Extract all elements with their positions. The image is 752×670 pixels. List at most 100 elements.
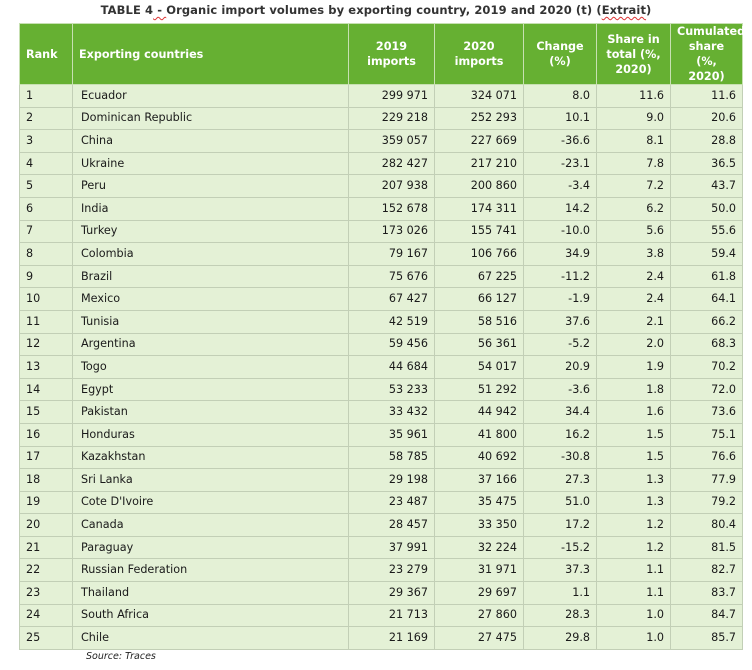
cell-change: 37.3 (523, 558, 597, 583)
cell-share: 1.1 (596, 558, 671, 583)
cell-rank: 1 (19, 84, 73, 108)
cell-change: 8.0 (523, 84, 597, 108)
cell-rank: 16 (19, 422, 73, 447)
cell-country: Dominican Republic (72, 106, 349, 131)
cell-2019-imports: 23 279 (348, 558, 435, 583)
cell-cumulated: 75.1 (670, 422, 743, 447)
cell-2020-imports: 44 942 (434, 400, 524, 424)
table-row: 19 Cote D'Ivoire 23 487 35 475 51.0 1.3 79.2 (19, 490, 743, 515)
cell-country: Honduras (72, 422, 349, 447)
cell-share: 2.1 (596, 309, 671, 334)
cell-2019-imports: 21 169 (348, 626, 435, 650)
cell-2019-imports: 173 026 (348, 219, 435, 244)
cell-cumulated: 83.7 (670, 581, 743, 605)
cell-cumulated: 50.0 (670, 196, 743, 221)
cell-change: 37.6 (523, 309, 597, 334)
cell-rank: 20 (19, 513, 73, 537)
cell-share: 6.2 (596, 196, 671, 221)
cell-change: -5.2 (523, 332, 597, 357)
table-row: 17 Kazakhstan 58 785 40 692 -30.8 1.5 76.6 (19, 445, 743, 470)
cell-change: 34.4 (523, 400, 597, 424)
cell-rank: 8 (19, 242, 73, 266)
cell-change: 14.2 (523, 196, 597, 221)
cell-2020-imports: 41 800 (434, 422, 524, 447)
cell-change: 17.2 (523, 513, 597, 537)
cell-2019-imports: 44 684 (348, 355, 435, 379)
cell-2020-imports: 106 766 (434, 242, 524, 266)
cell-share: 1.0 (596, 626, 671, 650)
table-row: 10 Mexico 67 427 66 127 -1.9 2.4 64.1 (19, 287, 743, 311)
cell-country: Canada (72, 513, 349, 537)
caption-dash: - (153, 3, 167, 17)
table-row: 16 Honduras 35 961 41 800 16.2 1.5 75.1 (19, 422, 743, 447)
cell-change: -15.2 (523, 535, 597, 560)
cell-2020-imports: 32 224 (434, 535, 524, 560)
cell-cumulated: 76.6 (670, 445, 743, 470)
cell-2020-imports: 27 475 (434, 626, 524, 650)
cell-2020-imports: 155 741 (434, 219, 524, 244)
cell-2019-imports: 42 519 (348, 309, 435, 334)
cell-2020-imports: 35 475 (434, 490, 524, 515)
cell-rank: 23 (19, 581, 73, 605)
cell-2019-imports: 33 432 (348, 400, 435, 424)
cell-cumulated: 55.6 (670, 219, 743, 244)
table-row: 2 Dominican Republic 229 218 252 293 10.1 9.0… (19, 106, 743, 131)
cell-2019-imports: 28 457 (348, 513, 435, 537)
table-row: 3 China 359 057 227 669 -36.6 8.1 28.8 (19, 129, 743, 153)
cell-rank: 2 (19, 106, 73, 131)
table-row: 13 Togo 44 684 54 017 20.9 1.9 70.2 (19, 355, 743, 379)
cell-change: 16.2 (523, 422, 597, 447)
table-row: 20 Canada 28 457 33 350 17.2 1.2 80.4 (19, 513, 743, 537)
cell-cumulated: 28.8 (670, 129, 743, 153)
cell-change: -30.8 (523, 445, 597, 470)
cell-2019-imports: 58 785 (348, 445, 435, 470)
cell-2019-imports: 359 057 (348, 129, 435, 153)
import-volumes-table: Rank Exporting countries 2019 imports 202… (19, 23, 745, 650)
cell-2020-imports: 29 697 (434, 581, 524, 605)
header-rank: Rank (19, 23, 73, 85)
cell-cumulated: 84.7 (670, 603, 743, 628)
cell-rank: 17 (19, 445, 73, 470)
cell-country: Kazakhstan (72, 445, 349, 470)
cell-2019-imports: 37 991 (348, 535, 435, 560)
cell-country: Mexico (72, 287, 349, 311)
cell-cumulated: 43.7 (670, 174, 743, 198)
cell-2020-imports: 217 210 (434, 151, 524, 176)
table-row: 4 Ukraine 282 427 217 210 -23.1 7.8 36.5 (19, 151, 743, 176)
table-row: 1 Ecuador 299 971 324 071 8.0 11.6 11.6 (19, 84, 743, 108)
table-row: 6 India 152 678 174 311 14.2 6.2 50.0 (19, 196, 743, 221)
cell-2019-imports: 79 167 (348, 242, 435, 266)
table-container: Rank Exporting countries 2019 imports 202… (19, 23, 745, 650)
cell-2019-imports: 67 427 (348, 287, 435, 311)
cell-cumulated: 61.8 (670, 264, 743, 289)
cell-rank: 24 (19, 603, 73, 628)
cell-share: 1.2 (596, 513, 671, 537)
cell-cumulated: 59.4 (670, 242, 743, 266)
cell-rank: 10 (19, 287, 73, 311)
cell-country: India (72, 196, 349, 221)
cell-2019-imports: 29 367 (348, 581, 435, 605)
cell-2019-imports: 23 487 (348, 490, 435, 515)
cell-share: 9.0 (596, 106, 671, 131)
cell-cumulated: 72.0 (670, 377, 743, 402)
cell-cumulated: 85.7 (670, 626, 743, 650)
header-2019-imports: 2019 imports (348, 23, 435, 85)
table-row: 9 Brazil 75 676 67 225 -11.2 2.4 61.8 (19, 264, 743, 289)
table-row: 5 Peru 207 938 200 860 -3.4 7.2 43.7 (19, 174, 743, 198)
cell-country: Peru (72, 174, 349, 198)
cell-share: 1.5 (596, 422, 671, 447)
cell-change: 10.1 (523, 106, 597, 131)
table-caption: TABLE 4 - Organic import volumes by expo… (0, 3, 752, 17)
cell-country: Thailand (72, 581, 349, 605)
cell-2019-imports: 29 198 (348, 468, 435, 492)
cell-2019-imports: 299 971 (348, 84, 435, 108)
cell-2019-imports: 53 233 (348, 377, 435, 402)
cell-share: 7.2 (596, 174, 671, 198)
table-row: 14 Egypt 53 233 51 292 -3.6 1.8 72.0 (19, 377, 743, 402)
table-row: 25 Chile 21 169 27 475 29.8 1.0 85.7 (19, 626, 743, 650)
cell-change: 27.3 (523, 468, 597, 492)
cell-2020-imports: 200 860 (434, 174, 524, 198)
cell-2020-imports: 33 350 (434, 513, 524, 537)
source-note: Source: Traces (86, 651, 156, 662)
cell-share: 1.0 (596, 603, 671, 628)
